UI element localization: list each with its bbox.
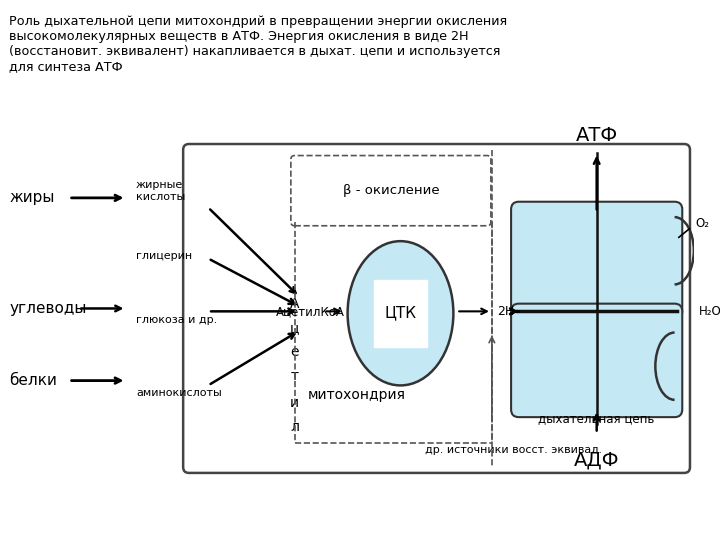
Text: β - окисление: β - окисление: [343, 184, 439, 197]
Text: е: е: [290, 345, 299, 359]
Text: и: и: [290, 396, 300, 410]
Text: О₂: О₂: [696, 217, 710, 231]
Text: жиры: жиры: [9, 191, 55, 205]
Text: аминокислоты: аминокислоты: [136, 388, 222, 398]
Text: АТФ: АТФ: [575, 126, 618, 145]
Text: углеводы: углеводы: [9, 301, 86, 316]
Text: 2Н: 2Н: [498, 305, 515, 318]
Text: белки: белки: [9, 373, 57, 388]
FancyBboxPatch shape: [511, 202, 683, 319]
Text: А: А: [290, 296, 300, 310]
Text: ц: ц: [290, 321, 300, 335]
FancyBboxPatch shape: [511, 303, 683, 417]
Text: АДФ: АДФ: [574, 451, 619, 470]
Text: глицерин: глицерин: [136, 251, 192, 261]
Text: митохондрия: митохондрия: [308, 388, 406, 402]
Text: Н₂О: Н₂О: [698, 305, 720, 318]
Text: Роль дыхательной цепи митохондрий в превращении энергии окисления
высокомолекуля: Роль дыхательной цепи митохондрий в прев…: [9, 15, 507, 73]
FancyBboxPatch shape: [374, 280, 428, 347]
Text: др. источники восст. эквивал.: др. источники восст. эквивал.: [425, 445, 601, 455]
FancyBboxPatch shape: [291, 156, 491, 226]
FancyBboxPatch shape: [183, 144, 690, 473]
Text: дыхательная цепь: дыхательная цепь: [539, 413, 655, 426]
Text: ЦТК: ЦТК: [384, 306, 416, 321]
Ellipse shape: [348, 241, 454, 386]
Text: АцетилКоА: АцетилКоА: [276, 305, 345, 318]
Text: т: т: [291, 369, 299, 383]
Text: глюкоза и др.: глюкоза и др.: [136, 315, 217, 325]
Text: жирные
кислоты: жирные кислоты: [136, 180, 185, 202]
Text: л: л: [290, 420, 300, 434]
